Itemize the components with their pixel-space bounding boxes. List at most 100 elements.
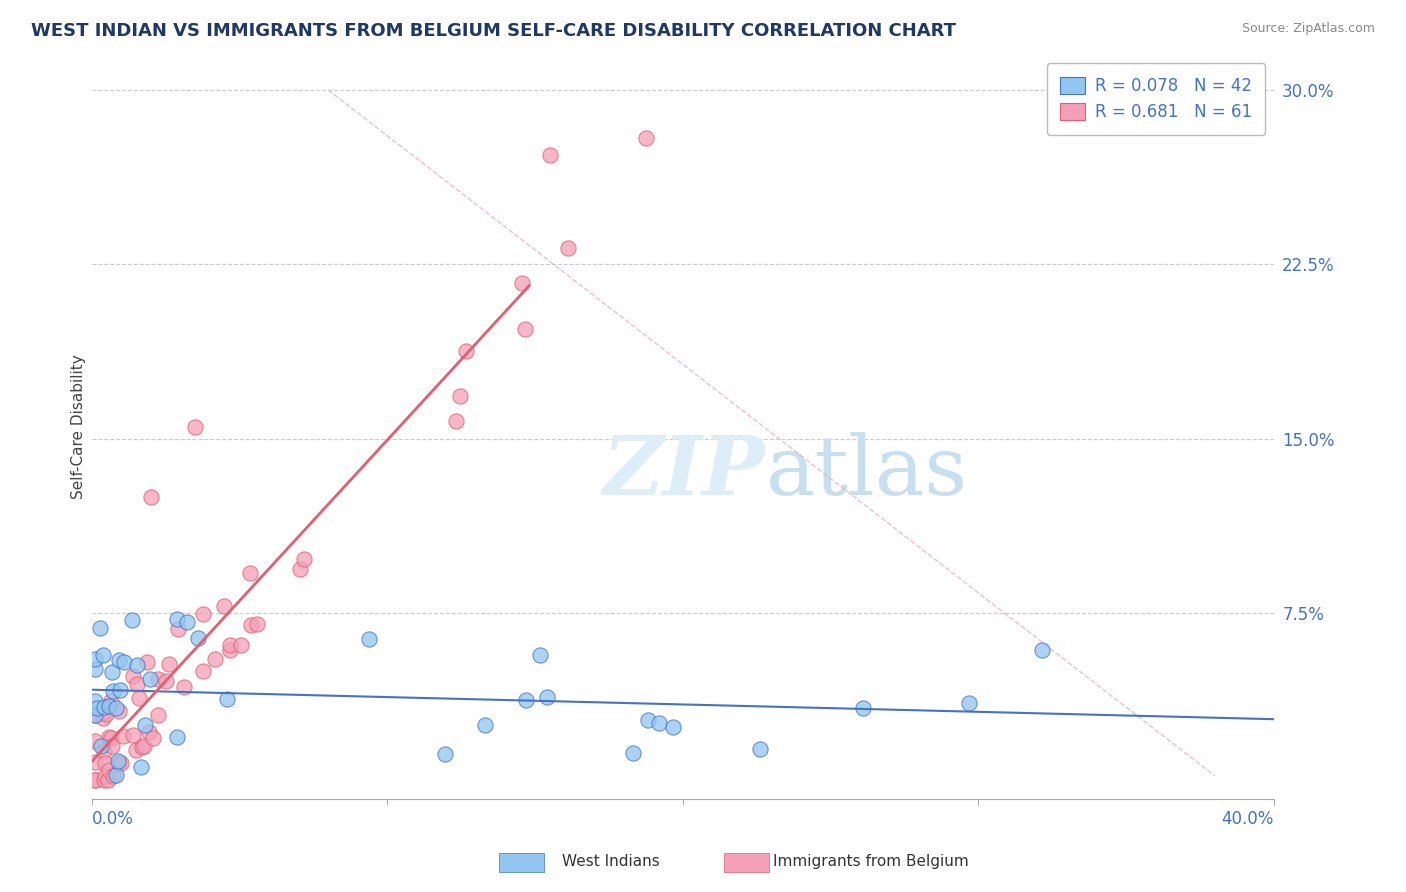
Point <box>134 718 156 732</box>
Point <box>97 764 120 778</box>
Point <box>128 691 150 706</box>
Point <box>217 691 239 706</box>
Point <box>662 720 685 734</box>
Point <box>127 677 149 691</box>
Point <box>204 652 226 666</box>
Point <box>108 653 131 667</box>
Point <box>288 562 311 576</box>
Point <box>433 747 456 762</box>
Point <box>246 616 269 631</box>
Point <box>648 715 671 730</box>
Point <box>91 648 114 662</box>
Text: Immigrants from Belgium: Immigrants from Belgium <box>773 854 969 869</box>
Point <box>191 665 214 679</box>
Point <box>139 490 162 504</box>
Point <box>212 599 235 614</box>
Point <box>134 739 156 754</box>
Point <box>176 615 198 629</box>
Point <box>167 623 190 637</box>
Point <box>94 768 117 782</box>
Point <box>187 631 209 645</box>
Point <box>101 665 124 680</box>
Point <box>107 754 129 768</box>
Point <box>166 612 188 626</box>
Point <box>101 739 124 754</box>
Point <box>93 773 115 788</box>
Point <box>191 607 214 621</box>
Point <box>957 696 980 710</box>
Point <box>93 700 115 714</box>
Point <box>84 708 107 723</box>
Point <box>749 741 772 756</box>
Point <box>219 638 242 652</box>
Point <box>100 731 122 745</box>
Point <box>105 768 128 782</box>
Text: 40.0%: 40.0% <box>1222 810 1274 828</box>
Point <box>93 706 115 720</box>
Point <box>538 148 561 162</box>
Point <box>83 694 105 708</box>
Point <box>138 725 160 739</box>
Point <box>91 711 114 725</box>
Point <box>96 773 118 788</box>
Point <box>456 343 478 358</box>
Point <box>148 673 170 687</box>
Point <box>852 701 875 715</box>
Point <box>444 414 467 428</box>
Point <box>357 632 380 646</box>
Point <box>557 240 579 254</box>
Point <box>634 130 657 145</box>
Point <box>127 657 149 672</box>
Legend: R = 0.078   N = 42, R = 0.681   N = 61: R = 0.078 N = 42, R = 0.681 N = 61 <box>1046 63 1265 135</box>
Point <box>166 731 188 745</box>
Point <box>184 420 207 434</box>
Point <box>96 707 118 722</box>
Point <box>136 655 159 669</box>
Point <box>131 739 153 754</box>
Point <box>146 708 169 723</box>
Point <box>83 651 105 665</box>
Point <box>138 673 160 687</box>
Point <box>101 683 124 698</box>
Text: West Indians: West Indians <box>562 854 661 869</box>
Point <box>100 693 122 707</box>
Point <box>83 755 105 769</box>
Point <box>93 744 115 758</box>
Y-axis label: Self-Care Disability: Self-Care Disability <box>72 355 86 500</box>
Point <box>510 276 533 290</box>
Point <box>83 662 105 676</box>
Point <box>529 648 551 662</box>
Point <box>86 701 108 715</box>
Point <box>110 756 132 771</box>
Point <box>129 760 152 774</box>
Point <box>105 701 128 715</box>
Point <box>122 669 145 683</box>
Point <box>107 705 129 719</box>
Point <box>90 739 112 754</box>
Point <box>83 734 105 748</box>
Text: ZIP: ZIP <box>603 432 765 512</box>
Point <box>98 730 121 744</box>
Point <box>292 552 315 566</box>
Point <box>239 566 262 581</box>
Point <box>240 617 263 632</box>
Text: WEST INDIAN VS IMMIGRANTS FROM BELGIUM SELF-CARE DISABILITY CORRELATION CHART: WEST INDIAN VS IMMIGRANTS FROM BELGIUM S… <box>31 22 956 40</box>
Point <box>474 718 496 732</box>
Point <box>173 681 195 695</box>
Point <box>89 621 111 635</box>
Point <box>513 322 536 336</box>
Point <box>1031 642 1053 657</box>
Point <box>83 708 105 723</box>
Point <box>101 769 124 783</box>
Point <box>108 683 131 698</box>
Point <box>125 743 148 757</box>
Point <box>621 747 644 761</box>
Text: atlas: atlas <box>765 432 967 512</box>
Point <box>112 730 135 744</box>
Point <box>121 613 143 627</box>
Point <box>637 713 659 727</box>
Point <box>515 693 537 707</box>
Point <box>93 756 115 770</box>
Point <box>83 773 105 788</box>
Point <box>122 728 145 742</box>
